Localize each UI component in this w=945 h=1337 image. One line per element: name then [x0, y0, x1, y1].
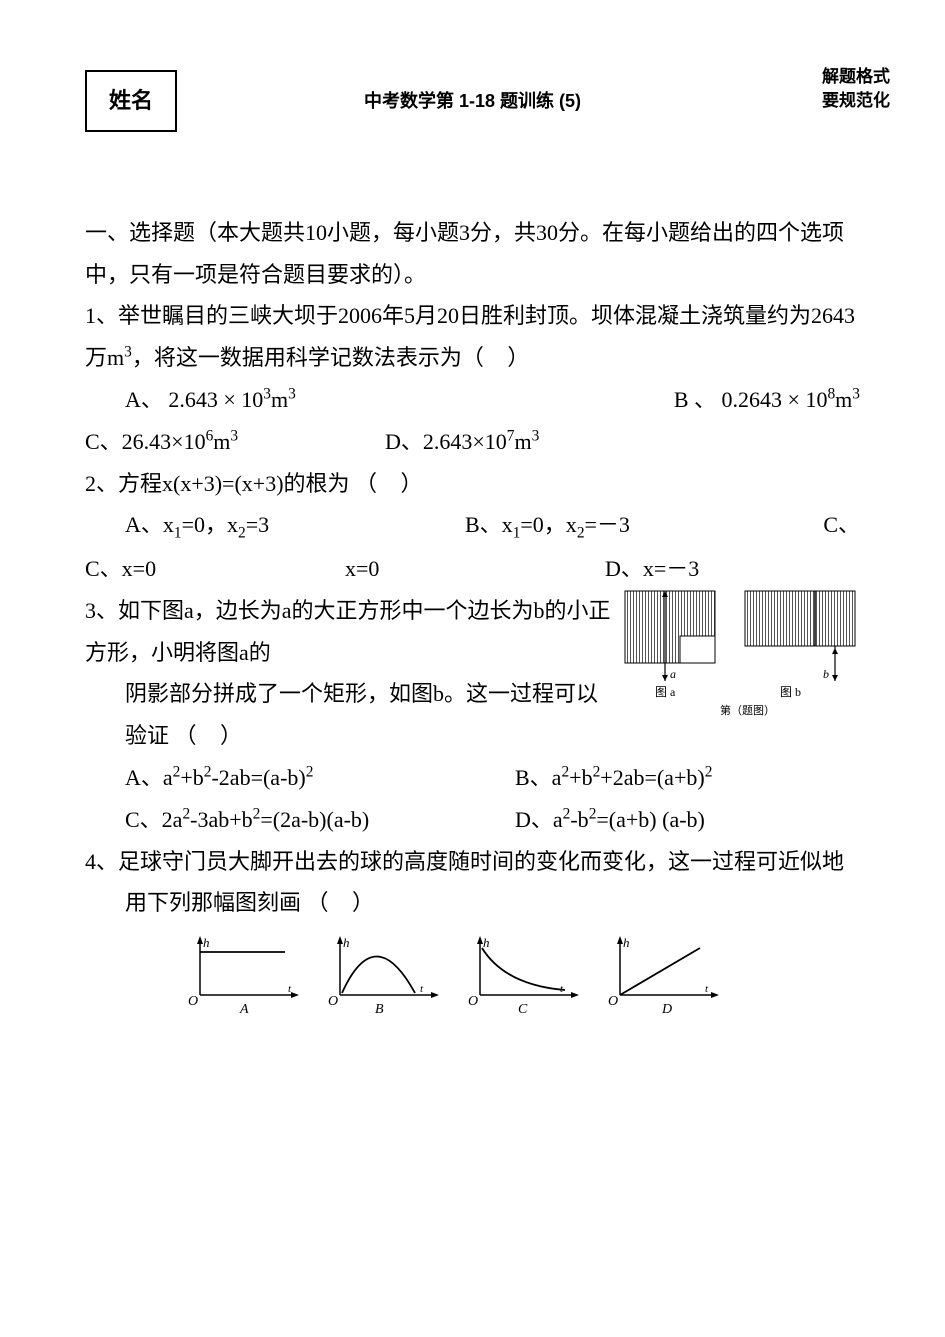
q4-graphs: h t O A h t O B: [85, 930, 860, 1029]
section-heading: 一、选择题（本大题共10小题，每小题3分，共30分。在每小题给出的四个选项中，只…: [85, 212, 860, 296]
fig-a-label-a: a: [670, 667, 676, 681]
fig-b-label-b: b: [823, 667, 829, 681]
svg-text:D: D: [661, 1002, 672, 1015]
svg-text:t: t: [705, 983, 709, 995]
q1-options-row2: C、26.43×106m3 D、2.643×107m3: [85, 421, 860, 463]
header: 姓名 中考数学第 1-18 题训练 (5) 解题格式 要规范化: [85, 70, 860, 132]
svg-text:O: O: [328, 994, 338, 1009]
note-line1: 解题格式: [822, 65, 890, 89]
q1-optC: C、26.43×106m3: [85, 421, 385, 463]
fig-b-caption: 图 b: [780, 685, 801, 699]
q2-optC: C、x=0: [85, 548, 345, 590]
q3-optD: D、a2-b2=(a+b) (a-b): [515, 799, 705, 841]
q3-options-row2: C、2a2-3ab+b2=(2a-b)(a-b) D、a2-b2=(a+b) (…: [85, 799, 860, 841]
q2-optC-label: C、: [823, 504, 860, 548]
q1-optD: D、2.643×107m3: [385, 421, 539, 463]
name-box: 姓名: [85, 70, 177, 132]
fig-q-caption: 第（题图）: [720, 703, 775, 717]
q1-options-row1: A、 2.643 × 103m3 B 、 0.2643 × 108m3: [85, 379, 860, 421]
svg-text:A: A: [239, 1002, 249, 1015]
svg-text:B: B: [375, 1002, 384, 1015]
svg-text:t: t: [420, 983, 424, 995]
svg-text:C: C: [518, 1002, 528, 1015]
q2-optC-val: x=0: [345, 548, 605, 590]
q2-options-row1: A、x1=0，x2=3 B、x1=0，x2=－3 C、: [85, 504, 860, 548]
svg-text:h: h: [483, 935, 490, 950]
fig-a-caption: 图 a: [655, 685, 676, 699]
q2-options-row2: C、x=0 x=0 D、x=－3: [85, 548, 860, 590]
q3-optB: B、a2+b2+2ab=(a+b)2: [515, 757, 712, 799]
q2-optD: D、x=－3: [605, 548, 699, 590]
q3-figure: a 图 a b 图 b 第（题图）: [620, 586, 860, 735]
q2-optA: A、x1=0，x2=3: [85, 504, 465, 548]
q4-stem-l2: 用下列那幅图刻画 （ ）: [85, 882, 860, 924]
q4-stem: 4、足球守门员大脚开出去的球的高度随时间的变化而变化，这一过程可近似地: [85, 841, 860, 883]
svg-text:h: h: [343, 935, 350, 950]
q3-block: a 图 a b 图 b 第（题图） 3、如下图a，边长为a的大正方形中一个边长为…: [85, 590, 860, 841]
content: 一、选择题（本大题共10小题，每小题3分，共30分。在每小题给出的四个选项中，只…: [85, 212, 860, 1029]
svg-text:O: O: [468, 994, 478, 1009]
page-title: 中考数学第 1-18 题训练 (5): [364, 84, 581, 118]
svg-text:h: h: [623, 935, 630, 950]
graph-C: h t O C: [460, 930, 590, 1029]
q1-optA: A、 2.643 × 103m3: [85, 379, 555, 421]
top-right-note: 解题格式 要规范化: [822, 65, 890, 113]
graph-A: h t O A: [180, 930, 310, 1029]
q1-stem: 1、举世瞩目的三峡大坝于2006年5月20日胜利封顶。坝体混凝土浇筑量约为264…: [85, 295, 860, 379]
note-line2: 要规范化: [822, 89, 890, 113]
svg-text:O: O: [188, 994, 198, 1009]
name-label: 姓名: [109, 88, 153, 113]
svg-text:O: O: [608, 994, 618, 1009]
svg-text:h: h: [203, 935, 210, 950]
graph-D: h t O D: [600, 930, 730, 1029]
q2-optB: B、x1=0，x2=－3: [465, 504, 795, 548]
q3-options-row1: A、a2+b2-2ab=(a-b)2 B、a2+b2+2ab=(a+b)2: [85, 757, 860, 799]
q3-optC: C、2a2-3ab+b2=(2a-b)(a-b): [85, 799, 515, 841]
graph-B: h t O B: [320, 930, 450, 1029]
q1-optB: B 、 0.2643 × 108m3: [674, 379, 860, 421]
q3-optA: A、a2+b2-2ab=(a-b)2: [85, 757, 515, 799]
q3-svg: a 图 a b 图 b 第（题图）: [620, 586, 860, 721]
q2-stem: 2、方程x(x+3)=(x+3)的根为 （ ）: [85, 463, 860, 505]
